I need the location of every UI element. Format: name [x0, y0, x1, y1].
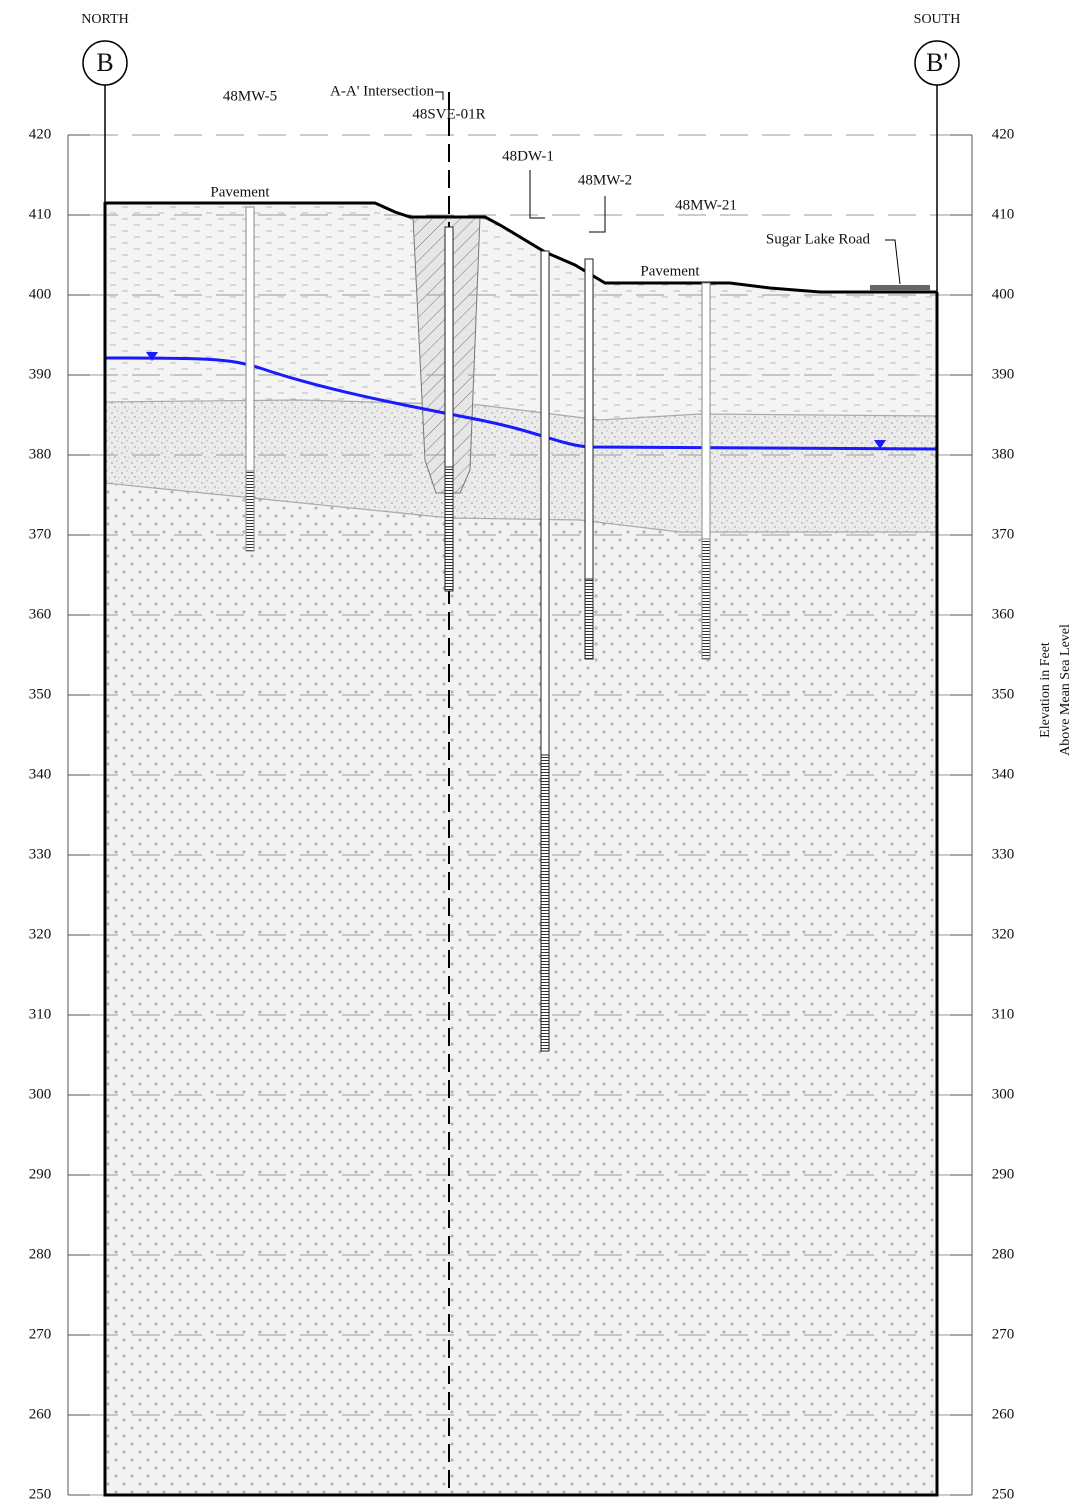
y-tick-label: 370 [992, 526, 1015, 542]
y-tick-label: 350 [992, 686, 1015, 702]
y-tick-label: 330 [29, 846, 52, 862]
y-tick-label: 300 [29, 1086, 52, 1102]
y-tick-label: 260 [29, 1406, 52, 1422]
section-label: B' [926, 48, 948, 77]
well-casing [540, 250, 550, 756]
silt-layer [105, 203, 937, 420]
direction: SOUTH [914, 12, 961, 27]
y-tick-label: 390 [29, 366, 52, 382]
y-tick-label: 410 [992, 206, 1015, 222]
y-tick-label: 360 [992, 606, 1015, 622]
y-tick-label: 300 [992, 1086, 1015, 1102]
well-label: 48SVE-01R [412, 106, 485, 122]
bedrock [105, 483, 937, 1495]
section-line [104, 85, 938, 292]
well-screen [245, 470, 255, 552]
well-casing [444, 226, 454, 468]
y-tick-label: 400 [29, 286, 52, 302]
well-casing [584, 258, 594, 580]
y-tick-label: 340 [992, 766, 1015, 782]
intersection-label: A-A' Intersection [330, 83, 434, 99]
section-border [103, 202, 939, 1497]
y-tick-label: 290 [992, 1166, 1015, 1182]
y-tick-label: 290 [29, 1166, 52, 1182]
y-tick-label: 310 [992, 1006, 1015, 1022]
well-label: 48MW-5 [223, 88, 277, 104]
well-screen [701, 538, 711, 660]
strata [104, 203, 938, 1495]
y-tick-label: 260 [992, 1406, 1015, 1422]
y-tick-label: 310 [29, 1006, 52, 1022]
section-marker [914, 40, 960, 86]
y-tick-label: 280 [992, 1246, 1015, 1262]
layer-boundary [104, 399, 938, 533]
y-tick-label: 380 [29, 446, 52, 462]
well-screen [540, 754, 550, 1052]
y-tick-label: 320 [29, 926, 52, 942]
well-casing [701, 282, 711, 540]
pavement-label: Pavement [210, 184, 270, 200]
y-tick-label: 420 [992, 126, 1015, 142]
y-tick-label: 370 [29, 526, 52, 542]
road-label: Sugar Lake Road [766, 231, 871, 247]
y-tick-label: 390 [992, 366, 1015, 382]
y-tick-label: 350 [29, 686, 52, 702]
pavement [870, 285, 930, 291]
well-screen [444, 466, 454, 592]
sand-layer [105, 400, 937, 532]
leader [435, 91, 901, 285]
y-tick-label: 340 [29, 766, 52, 782]
y-tick-label: 270 [992, 1326, 1015, 1342]
y-tick-label: 400 [992, 286, 1015, 302]
y-tick-label: 330 [992, 846, 1015, 862]
y-tick-label: 250 [992, 1486, 1015, 1502]
well-label: 48MW-2 [578, 172, 632, 188]
section-label: B [96, 48, 113, 77]
y-tick-label: 270 [29, 1326, 52, 1342]
y-tick-label: 410 [29, 206, 52, 222]
well-casing [245, 206, 255, 472]
well-screen [584, 578, 594, 660]
y-tick-label: 250 [29, 1486, 52, 1502]
section-marker [82, 40, 128, 86]
y-tick-label: 420 [29, 126, 52, 142]
y-tick-label: 320 [992, 926, 1015, 942]
wells [245, 206, 711, 1052]
y-tick-label: 380 [992, 446, 1015, 462]
y-tick-label: 360 [29, 606, 52, 622]
well-label: 48MW-21 [675, 197, 737, 213]
pavement-label: Pavement [640, 263, 700, 279]
y-tick-label: 280 [29, 1246, 52, 1262]
grid [90, 134, 955, 1496]
axis-title: Above Mean Sea Level [1058, 624, 1073, 756]
well-label: 48DW-1 [502, 148, 554, 164]
direction: NORTH [81, 12, 128, 27]
axis-title: Elevation in Feet [1038, 642, 1053, 738]
